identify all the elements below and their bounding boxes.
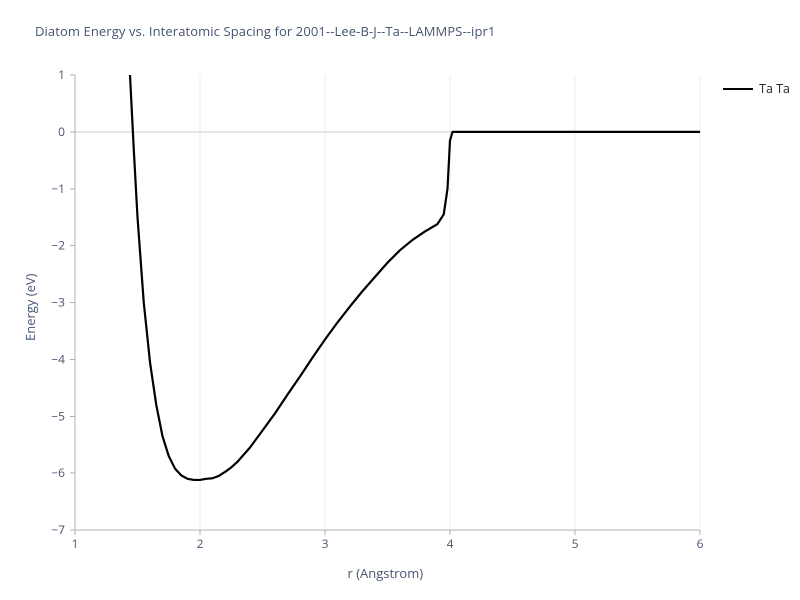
x-tick-label: 2 [197, 535, 204, 552]
y-tick-label: 1 [58, 66, 65, 83]
y-tick-label: −7 [51, 521, 65, 538]
y-tick-label: −4 [51, 350, 65, 367]
legend-label: Ta Ta [759, 80, 790, 97]
x-tick-label: 4 [447, 535, 454, 552]
x-axis-label: r (Angstrom) [348, 564, 424, 582]
y-tick-label: −1 [51, 180, 65, 197]
x-tick-label: 6 [697, 535, 704, 552]
y-tick-label: −6 [51, 464, 65, 481]
legend: Ta Ta [723, 80, 790, 97]
legend-swatch [723, 88, 753, 90]
y-tick-label: −5 [51, 407, 65, 424]
series-line [123, 0, 701, 480]
y-tick-label: −3 [51, 294, 65, 311]
x-tick-label: 5 [572, 535, 579, 552]
y-tick-label: −2 [51, 237, 65, 254]
y-tick-label: 0 [58, 123, 65, 140]
chart-title: Diatom Energy vs. Interatomic Spacing fo… [35, 22, 495, 40]
plot-svg: 1 2 3 4 5 6 −7 −6 −5 −4 −3 −2 −1 0 1 [0, 0, 800, 600]
x-tick-label: 3 [322, 535, 329, 552]
x-tick-label: 1 [72, 535, 79, 552]
chart-container: Diatom Energy vs. Interatomic Spacing fo… [0, 0, 800, 600]
y-axis-label: Energy (eV) [21, 273, 39, 340]
